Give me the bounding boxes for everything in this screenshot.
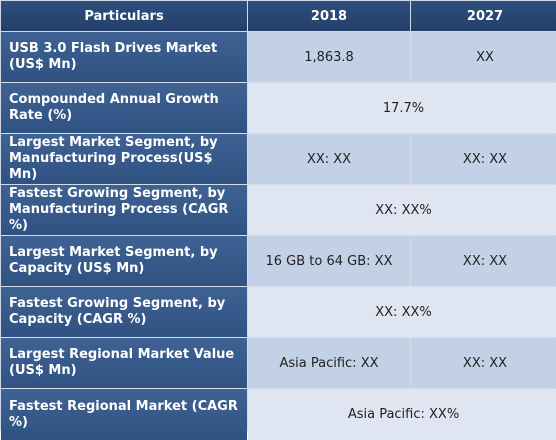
row-label-fastest-capacity: Fastest Growing Segment, by Capacity (CA… xyxy=(1,287,247,337)
value-cagr: 17.7% xyxy=(248,83,556,133)
value-fastest-manufacturing: XX: XX% xyxy=(248,185,556,235)
value-market-size-2027: XX xyxy=(411,32,556,82)
row-label-market-size: USB 3.0 Flash Drives Market (US$ Mn) xyxy=(1,32,247,82)
value-fastest-capacity: XX: XX% xyxy=(248,287,556,337)
row-label-largest-manufacturing: Largest Market Segment, by Manufacturing… xyxy=(1,134,247,184)
value-fastest-region: Asia Pacific: XX% xyxy=(248,389,556,440)
value-largest-capacity-2027: XX: XX xyxy=(411,236,556,286)
header-year-2018: 2018 xyxy=(248,1,410,31)
value-largest-manufacturing-2018: XX: XX xyxy=(248,134,410,184)
row-label-fastest-region: Fastest Regional Market (CAGR %) xyxy=(1,389,247,440)
row-label-cagr: Compounded Annual Growth Rate (%) xyxy=(1,83,247,133)
header-particulars: Particulars xyxy=(1,1,247,31)
header-year-2027: 2027 xyxy=(411,1,556,31)
value-largest-region-2018: Asia Pacific: XX xyxy=(248,338,410,388)
row-label-largest-region: Largest Regional Market Value (US$ Mn) xyxy=(1,338,247,388)
value-largest-region-2027: XX: XX xyxy=(411,338,556,388)
row-label-largest-capacity: Largest Market Segment, by Capacity (US$… xyxy=(1,236,247,286)
row-label-fastest-manufacturing: Fastest Growing Segment, by Manufacturin… xyxy=(1,185,247,235)
value-largest-manufacturing-2027: XX: XX xyxy=(411,134,556,184)
value-market-size-2018: 1,863.8 xyxy=(248,32,410,82)
value-largest-capacity-2018: 16 GB to 64 GB: XX xyxy=(248,236,410,286)
